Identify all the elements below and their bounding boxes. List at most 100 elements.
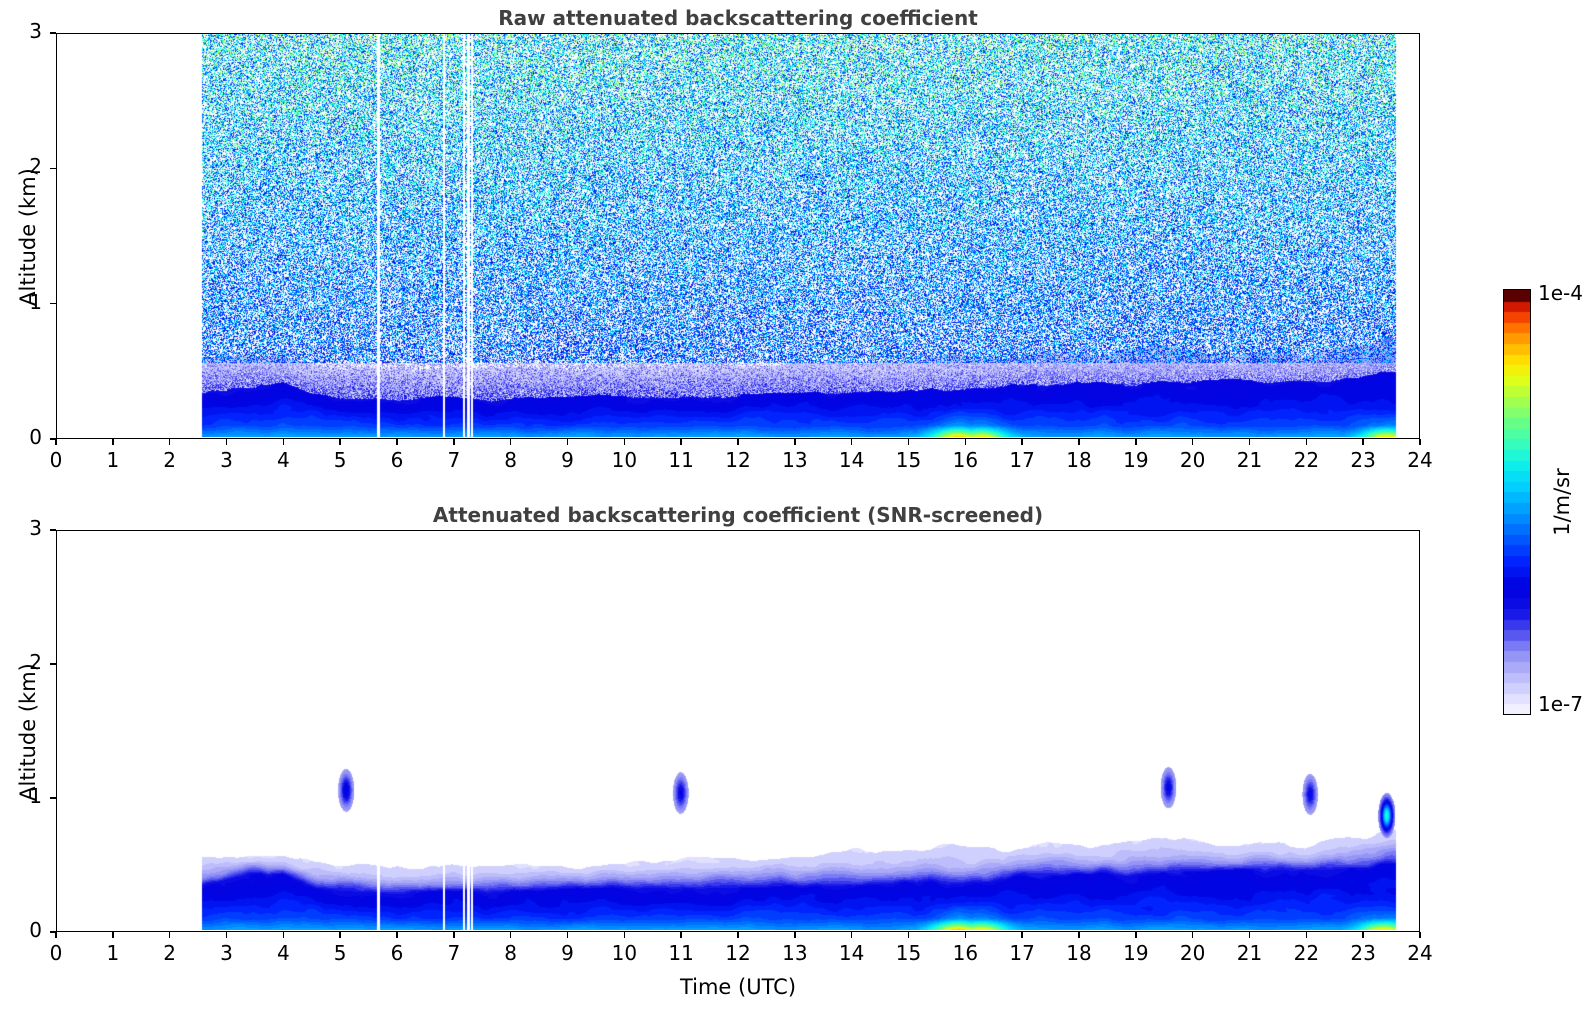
y-tick-label: 3 — [29, 19, 42, 43]
x-tick-label: 24 — [1407, 448, 1433, 472]
x-tick-label: 5 — [333, 941, 347, 965]
x-tick-label: 5 — [333, 448, 347, 472]
x-tick-label: 12 — [725, 941, 751, 965]
x-tick-label: 6 — [390, 941, 404, 965]
x-tick-mark — [1078, 932, 1080, 938]
colorbar-max-label: 1e-4 — [1538, 281, 1583, 305]
colorbar-unit-label: 1/m/sr — [1550, 468, 1574, 536]
x-tick-mark — [964, 439, 967, 445]
x-tick-label: 20 — [1179, 448, 1206, 472]
x-tick-mark — [1305, 932, 1308, 938]
x-tick-mark — [794, 439, 796, 445]
x-tick-label: 3 — [220, 941, 233, 965]
x-tick-mark — [225, 439, 228, 445]
x-tick-label: 16 — [952, 941, 979, 965]
x-tick-mark — [112, 439, 114, 445]
x-tick-label: 15 — [895, 448, 922, 472]
x-tick-mark — [794, 932, 796, 938]
x-tick-mark — [55, 439, 57, 445]
x-tick-mark — [1135, 439, 1137, 445]
x-tick-mark — [1419, 932, 1421, 938]
heatmap-screened — [57, 531, 1418, 930]
x-tick-mark — [55, 932, 57, 938]
x-tick-label: 18 — [1066, 941, 1092, 965]
y-tick-mark — [50, 663, 56, 665]
x-tick-mark — [1021, 932, 1023, 938]
colorbar-gradient — [1503, 289, 1531, 715]
x-tick-label: 17 — [1009, 448, 1035, 472]
y-tick-label: 0 — [29, 918, 42, 942]
x-tick-mark — [1078, 439, 1080, 445]
x-tick-mark — [1248, 439, 1251, 445]
x-tick-label: 11 — [668, 941, 694, 965]
x-tick-label: 20 — [1179, 941, 1206, 965]
x-tick-label: 14 — [838, 448, 865, 472]
x-tick-label: 21 — [1236, 941, 1263, 965]
x-tick-label: 19 — [1123, 448, 1149, 472]
y-tick-mark — [50, 32, 56, 34]
x-tick-label: 9 — [561, 448, 574, 472]
y-tick-mark — [50, 167, 56, 170]
x-tick-mark — [737, 439, 739, 445]
x-tick-mark — [453, 932, 455, 938]
x-tick-mark — [737, 932, 739, 938]
x-tick-mark — [339, 932, 341, 938]
x-tick-mark — [282, 439, 285, 445]
x-tick-mark — [396, 439, 398, 445]
x-tick-label: 14 — [838, 941, 865, 965]
x-tick-mark — [964, 932, 967, 938]
x-tick-mark — [680, 932, 682, 938]
y-tick-mark — [50, 931, 56, 933]
x-tick-mark — [509, 439, 512, 445]
x-tick-mark — [1135, 932, 1137, 938]
x-tick-label: 24 — [1407, 941, 1433, 965]
y-tick-mark — [50, 302, 56, 305]
x-tick-label: 12 — [725, 448, 751, 472]
x-tick-label: 3 — [220, 448, 233, 472]
x-tick-mark — [1191, 932, 1194, 938]
y-tick-label: 2 — [29, 154, 42, 179]
x-tick-mark — [282, 932, 285, 938]
axis-label-x-time: Time (UTC) — [679, 975, 797, 999]
panel-title-screened: Attenuated backscattering coefficient (S… — [432, 503, 1044, 527]
x-tick-label: 13 — [782, 941, 808, 965]
x-tick-label: 23 — [1350, 941, 1376, 965]
x-tick-mark — [453, 439, 455, 445]
x-tick-mark — [1362, 932, 1364, 938]
x-tick-mark — [850, 439, 853, 445]
x-tick-label: 7 — [447, 941, 461, 965]
x-tick-mark — [1021, 439, 1023, 445]
x-tick-label: 4 — [276, 448, 290, 472]
x-tick-label: 1 — [106, 448, 120, 472]
heatmap-raw — [57, 34, 1418, 437]
x-tick-mark — [509, 932, 512, 938]
x-tick-mark — [566, 932, 569, 938]
x-tick-label: 7 — [447, 448, 461, 472]
x-tick-label: 10 — [611, 941, 638, 965]
colorbar-min-label: 1e-7 — [1538, 692, 1583, 716]
axes-screened — [56, 530, 1420, 932]
x-tick-mark — [623, 932, 626, 938]
colorbar — [1503, 289, 1533, 717]
x-tick-label: 16 — [952, 448, 979, 472]
x-tick-label: 6 — [390, 448, 404, 472]
x-tick-mark — [623, 439, 626, 445]
x-tick-label: 23 — [1350, 448, 1376, 472]
x-tick-label: 19 — [1123, 941, 1149, 965]
x-tick-label: 15 — [895, 941, 922, 965]
x-tick-mark — [1191, 439, 1194, 445]
y-tick-mark — [50, 797, 56, 799]
x-tick-mark — [1362, 439, 1364, 445]
x-tick-label: 13 — [782, 448, 808, 472]
x-tick-mark — [112, 932, 114, 938]
x-tick-mark — [168, 932, 171, 938]
y-tick-label: 0 — [29, 425, 42, 449]
x-tick-mark — [1248, 932, 1251, 938]
x-tick-label: 0 — [49, 448, 63, 472]
x-tick-label: 18 — [1066, 448, 1092, 472]
x-tick-label: 8 — [504, 941, 518, 965]
y-tick-mark — [50, 438, 56, 440]
x-tick-label: 10 — [611, 448, 638, 472]
y-tick-label: 3 — [29, 516, 42, 540]
